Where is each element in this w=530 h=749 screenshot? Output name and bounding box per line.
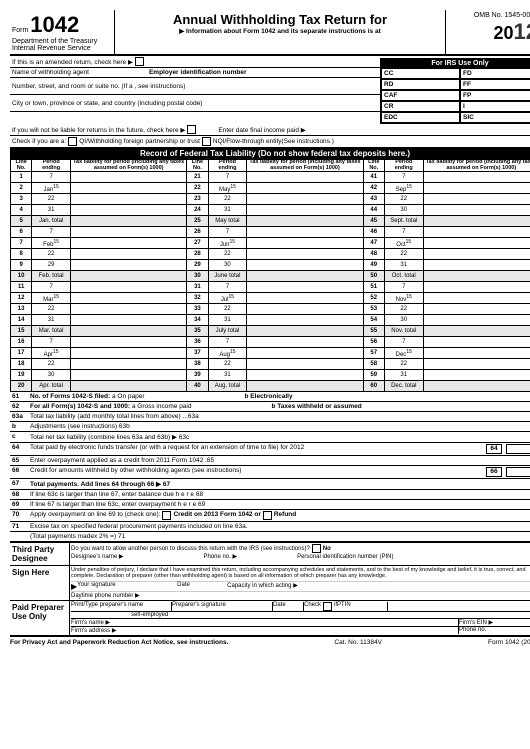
l66: Credit for amounts withheld by other wit… (30, 467, 486, 477)
irs-cell: CR (381, 101, 460, 112)
irs-use-only: For IRS Use Only CCFDRDFFCAFFPCRIEDCSIC (380, 58, 530, 124)
form-label: Form (12, 27, 28, 34)
third-party-row: Third Party Designee Do you want to allo… (10, 542, 530, 565)
city-label: City or town, province or state, and cou… (12, 100, 202, 107)
year-20: 20 (493, 23, 513, 43)
l69: If line 67 is larger than line 63c, ente… (30, 501, 205, 508)
record-header: Record of Federal Tax Liability (Do not … (10, 148, 530, 159)
th-period2: Period ending (208, 160, 247, 172)
l63a: Total tax liability (add monthly total l… (30, 413, 199, 420)
l70-refund-check[interactable] (263, 511, 272, 520)
bottom-section: 61No. of Forms 1042-S filed: a On paperb… (10, 392, 530, 542)
qi-check[interactable] (68, 137, 77, 146)
irs-cell: I (460, 101, 530, 112)
l63b: Adjustments (see instructions) 63b (30, 423, 130, 430)
l71: Excise tax on specified federal procurem… (30, 523, 248, 530)
checkif-label: Check if you are a: (12, 138, 66, 145)
prep-hdr: Paid Preparer Use Only (10, 601, 69, 635)
irs: Internal Revenue Service (12, 45, 91, 52)
amended-label: If this is an amended return, check here… (12, 58, 133, 66)
l70: Apply overpayment on line 69 to (check o… (30, 511, 160, 520)
tpd-hdr: Third Party Designee (10, 543, 69, 565)
future-check[interactable] (187, 125, 196, 134)
year-12: 12 (514, 19, 530, 44)
tax-liability-table: Line No. Period ending Tax liability for… (10, 159, 530, 392)
tpd-no-check[interactable] (312, 544, 321, 553)
l68: If line 63c is larger than line 67, ente… (30, 491, 203, 498)
l64-amt[interactable] (506, 444, 530, 454)
amended-check[interactable] (135, 57, 144, 66)
l62: For all Form(s) 1042-S and 1000: (30, 403, 130, 410)
final-date-label: Enter date final income paid ▶ (218, 126, 305, 134)
form-header: Form 1042 Department of the Treasury Int… (10, 10, 530, 56)
cat: Cat. No. 11384V (334, 639, 382, 646)
qi-label: QI/Withholding foreign partnership or tr… (79, 138, 200, 145)
ein-label: Employer identification number (149, 69, 247, 76)
form-footer: Form 1042 (2012) (488, 639, 530, 646)
footer: For Privacy Act and Paperwork Reduction … (10, 635, 530, 646)
th-period: Period ending (32, 160, 71, 172)
form-number: 1042 (30, 12, 79, 37)
th-line3: Line No. (363, 160, 384, 172)
l66-amt[interactable] (506, 467, 530, 477)
dept: Department of the Treasury (12, 38, 97, 45)
sign-hdr: Sign Here (10, 566, 69, 600)
privacy: For Privacy Act and Paperwork Reduction … (10, 639, 228, 646)
l70-credit-check[interactable] (162, 511, 171, 520)
addr-label: Number, street, and room or suite no. (I… (12, 83, 185, 90)
th-period3: Period ending (384, 160, 423, 172)
l67: Total payments. Add lines 64 through 66 … (30, 480, 170, 488)
irs-cell: EDC (381, 112, 460, 123)
l65: Enter overpayment applied as a credit fr… (30, 457, 214, 464)
agent-name-label: Name of withholding agent (12, 69, 89, 76)
th-liab2: Tax liability for period (including any … (247, 160, 363, 172)
form-title: Annual Withholding Tax Return for (117, 12, 443, 27)
l71b: (Total payments madex 2% =) 71 (30, 533, 125, 540)
irs-cell: CC (381, 68, 460, 79)
nqi-label: NQI/Flow-through entity(See instructions… (213, 138, 334, 145)
th-line: Line No. (11, 160, 32, 172)
irs-cell: CAF (381, 90, 460, 101)
self-emp-check[interactable] (323, 602, 332, 611)
irs-hdr: For IRS Use Only (381, 59, 530, 68)
l63c: Total net tax liability (combine lines 6… (30, 433, 189, 441)
l64: Total paid by electronic funds transfer … (30, 444, 486, 454)
th-liab3: Tax liability for period (including any … (423, 160, 530, 172)
omb: OMB No. 1545-0096 (448, 12, 530, 19)
irs-cell: RD (381, 79, 460, 90)
irs-cell: FF (460, 79, 530, 90)
l61: No. of Forms 1042-S filed: (30, 393, 110, 400)
irs-cell: FD (460, 68, 530, 79)
irs-cell: SIC (460, 112, 530, 123)
nqi-check[interactable] (202, 137, 211, 146)
irs-cell: FP (460, 90, 530, 101)
th-liab: Tax liability for period (including any … (71, 160, 187, 172)
th-line2: Line No. (187, 160, 208, 172)
future-label: If you will not be liable for returns in… (12, 126, 185, 134)
sign-here-row: Sign Here Under penalties of perjury, I … (10, 565, 530, 600)
info-link: ▶ Information about Form 1042 and its se… (117, 27, 443, 35)
paid-preparer-row: Paid Preparer Use Only Print/Type prepar… (10, 600, 530, 635)
